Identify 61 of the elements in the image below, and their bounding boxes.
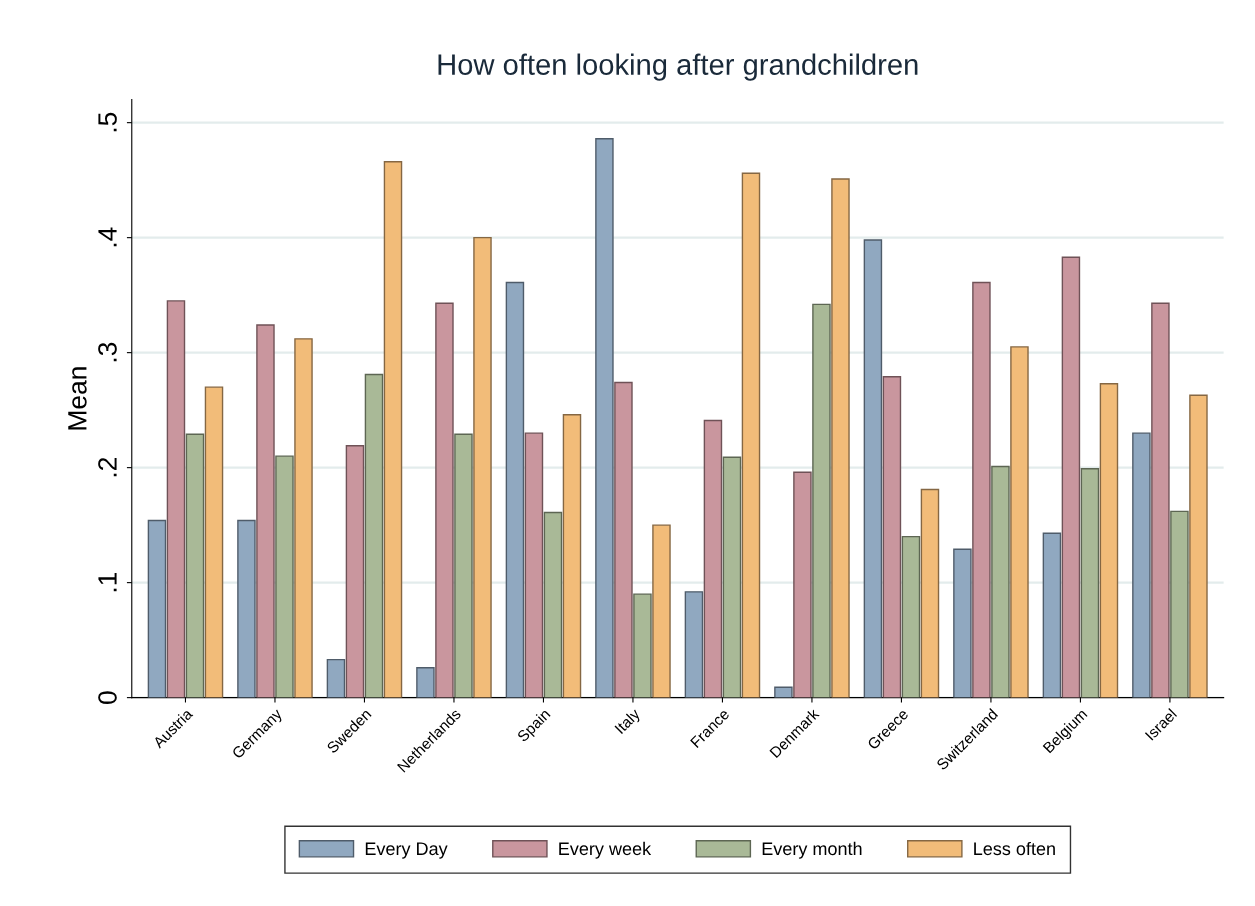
bar [294, 338, 313, 698]
bar [435, 302, 454, 698]
bar [774, 686, 793, 698]
bar [703, 419, 723, 698]
bar [722, 456, 742, 698]
y-tick-label: .2 [98, 457, 117, 477]
bar [901, 535, 921, 698]
bar [473, 236, 492, 698]
bar [595, 138, 614, 698]
bar [831, 178, 850, 698]
bar [505, 281, 525, 698]
y-axis-title: Mean [68, 367, 87, 430]
bar [1099, 382, 1119, 698]
bar [204, 386, 224, 698]
bar [416, 667, 435, 698]
bar [275, 455, 294, 698]
y-tick-label: .4 [98, 227, 117, 247]
x-tick-label: Italy [614, 707, 643, 737]
bar [364, 373, 384, 698]
y-tick-label: 0 [98, 691, 117, 704]
bar [562, 414, 582, 698]
bar [237, 519, 256, 698]
bar [454, 433, 473, 698]
bar [991, 465, 1010, 698]
bar [1010, 346, 1029, 698]
bar [256, 324, 275, 698]
bar [147, 519, 167, 698]
bar [1132, 432, 1151, 698]
y-tick-label: .1 [98, 572, 117, 592]
bar [614, 381, 633, 698]
bar [166, 300, 186, 698]
bar [684, 591, 704, 698]
bar [1151, 302, 1170, 698]
bar [1170, 510, 1189, 698]
legend-label: Every month [762, 841, 862, 859]
bar [972, 281, 991, 698]
bar [812, 303, 831, 698]
bar [345, 445, 365, 698]
bar [185, 433, 205, 698]
bar [882, 376, 902, 698]
bar [1061, 256, 1081, 698]
bar [1042, 532, 1062, 698]
y-tick-label: .3 [98, 342, 117, 362]
bar [633, 593, 652, 698]
bar [383, 161, 403, 698]
y-tick-label: .5 [98, 112, 117, 132]
bar [741, 172, 761, 698]
bar [326, 658, 346, 698]
bar [793, 471, 812, 698]
bar [543, 511, 563, 698]
legend-label: Every week [559, 841, 652, 859]
bar [524, 432, 544, 698]
chart-title: How often looking after grandchildren [438, 53, 918, 81]
bar [1189, 394, 1208, 698]
bar [953, 548, 972, 698]
bar [652, 524, 671, 698]
bar [863, 239, 883, 698]
legend-label: Less often [974, 841, 1055, 856]
legend-label: Every Day [365, 842, 448, 859]
bar [920, 488, 940, 698]
bar [1080, 468, 1100, 698]
